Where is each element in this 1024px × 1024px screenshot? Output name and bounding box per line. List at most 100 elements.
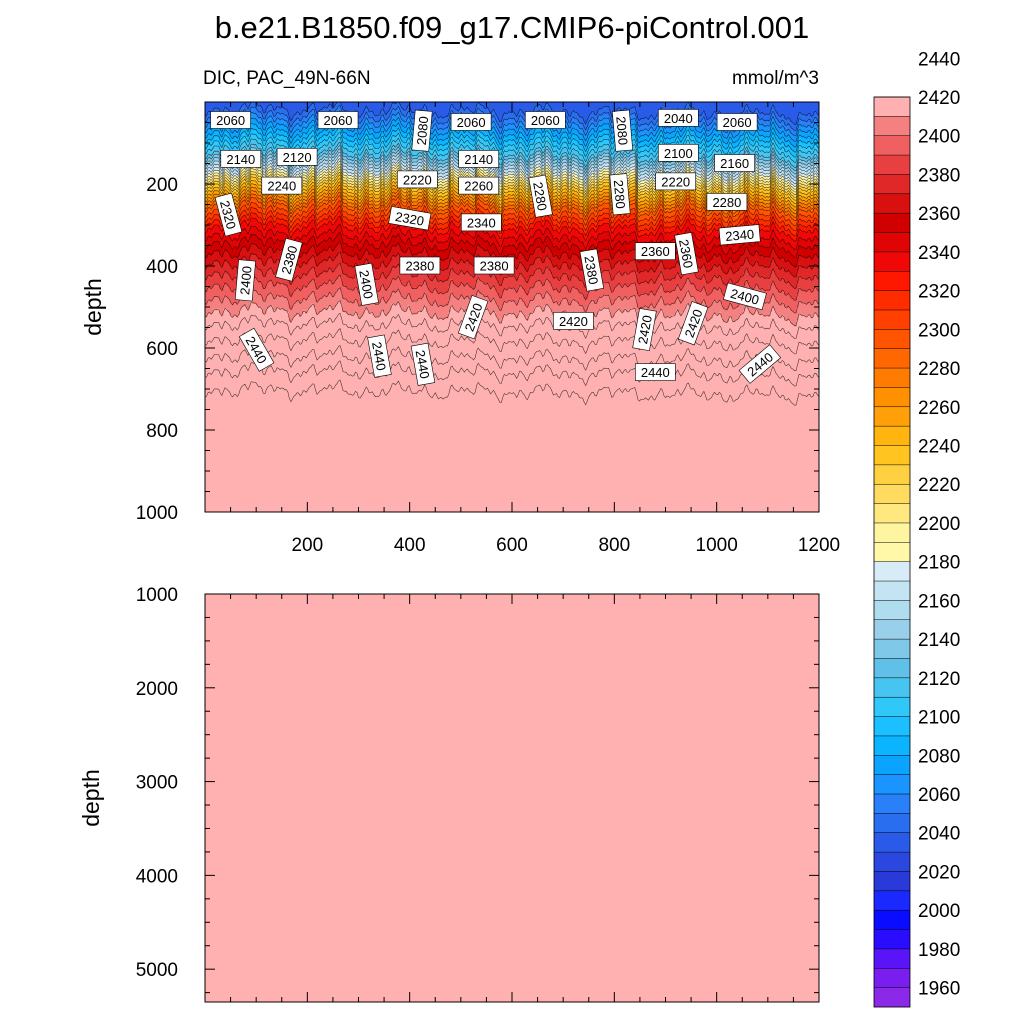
contour-fill-cell <box>260 259 263 272</box>
contour-fill-cell <box>297 118 300 124</box>
contour-fill-cell <box>305 193 308 198</box>
contour-fill-cell <box>381 184 384 188</box>
contour-fill-cell <box>219 254 222 265</box>
contour-fill-cell <box>225 179 229 182</box>
contour-fill-cell <box>319 216 323 223</box>
contour-fill-cell <box>239 203 243 210</box>
contour-fill-cell <box>305 203 308 210</box>
contour-fill-cell <box>344 159 347 164</box>
contour-fill-cell <box>213 187 216 192</box>
contour-fill-cell <box>268 147 272 152</box>
contour-fill-cell <box>282 193 286 198</box>
contour-fill-cell <box>317 128 321 136</box>
contour-fill-cell <box>262 229 265 239</box>
contour-fill-cell <box>360 231 364 241</box>
contour-fill-cell <box>231 138 235 144</box>
contour-fill-cell <box>356 136 360 142</box>
contour-fill-cell <box>352 179 356 183</box>
contour-fill-cell <box>205 192 208 197</box>
contour-fill-cell <box>381 179 384 182</box>
contour-fill-cell <box>286 144 290 151</box>
contour-fill-cell <box>352 226 356 233</box>
contour-fill-cell <box>254 244 257 256</box>
contour-fill-cell <box>217 251 220 262</box>
contour-fill-cell <box>354 285 358 300</box>
contour-fill-cell <box>313 110 317 118</box>
contour-fill-cell <box>378 247 382 257</box>
contour-fill-cell <box>264 102 267 113</box>
contour-fill-cell <box>362 223 366 229</box>
contour-fill-cell <box>225 136 229 142</box>
contour-fill-cell <box>252 177 255 182</box>
contour-fill-cell <box>309 188 313 193</box>
contour-fill-cell <box>368 229 372 239</box>
contour-fill-cell <box>409 272 413 287</box>
contour-fill-cell <box>344 221 347 228</box>
contour-fill-cell <box>278 241 282 252</box>
contour-fill-cell <box>223 295 227 310</box>
contour-fill-cell <box>221 131 225 138</box>
contour-fill-cell <box>301 313 304 512</box>
contour-fill-cell <box>323 102 327 108</box>
contour-fill-cell <box>239 231 243 241</box>
contour-fill-cell <box>315 113 319 119</box>
contour-fill-cell <box>264 275 267 288</box>
contour-fill-cell <box>268 151 272 156</box>
contour-fill-cell <box>315 198 319 203</box>
contour-fill-cell <box>297 128 300 136</box>
contour-fill-cell <box>323 203 327 210</box>
contour-fill-cell <box>258 118 261 124</box>
contour-fill-cell <box>399 121 403 129</box>
contour-fill-cell <box>268 221 272 231</box>
contour-fill-cell <box>403 311 407 512</box>
contour-fill-cell <box>241 143 245 149</box>
contour-fill-cell <box>315 246 319 256</box>
contour-fill-cell <box>311 170 315 175</box>
contour-fill-cell <box>225 170 229 174</box>
contour-fill-cell <box>370 170 374 174</box>
contour-fill-cell <box>325 170 329 174</box>
contour-fill-cell <box>293 216 296 223</box>
contour-fill-cell <box>376 239 380 249</box>
contour-fill-cell <box>344 169 347 174</box>
contour-fill-cell <box>245 203 249 210</box>
contour-fill-cell <box>405 126 409 133</box>
contour-fill-cell <box>401 167 405 172</box>
contour-fill-cell <box>356 229 360 239</box>
contour-fill-cell <box>389 233 392 242</box>
contour-fill-cell <box>317 223 321 229</box>
contour-fill-cell <box>245 241 249 251</box>
contour-fill-cell <box>323 134 327 141</box>
contour-fill-cell <box>245 139 249 147</box>
contour-fill-cell <box>293 174 296 179</box>
contour-fill-cell <box>243 236 247 247</box>
contour-fill-cell <box>399 193 403 200</box>
contour-fill-cell <box>303 192 306 197</box>
contour-fill-cell <box>213 284 216 298</box>
contour-fill-cell <box>207 208 210 215</box>
contour-fill-cell <box>313 280 317 295</box>
contour-fill-cell <box>315 102 319 115</box>
contour-fill-cell <box>383 190 386 195</box>
contour-fill-cell <box>319 226 323 236</box>
contour-fill-cell <box>407 197 411 201</box>
contour-fill-cell <box>211 300 214 315</box>
contour-fill-cell <box>217 129 220 138</box>
contour-fill-cell <box>221 231 225 241</box>
contour-fill-cell <box>221 167 225 172</box>
contour-fill-cell <box>383 154 386 159</box>
contour-fill-cell <box>270 161 274 165</box>
contour-fill-cell <box>268 229 272 239</box>
contour-fill-cell <box>323 174 327 179</box>
contour-fill-cell <box>227 298 231 313</box>
contour-fill-cell <box>321 233 325 242</box>
contour-fill-cell <box>344 192 347 197</box>
contour-fill-cell <box>391 192 394 197</box>
contour-fill-cell <box>333 157 337 162</box>
contour-fill-cell <box>317 205 321 210</box>
contour-fill-cell <box>309 180 313 187</box>
contour-fill-cell <box>297 164 300 169</box>
contour-fill-cell <box>307 108 310 115</box>
contour-fill-cell <box>217 154 220 159</box>
contour-fill-cell <box>346 202 349 206</box>
